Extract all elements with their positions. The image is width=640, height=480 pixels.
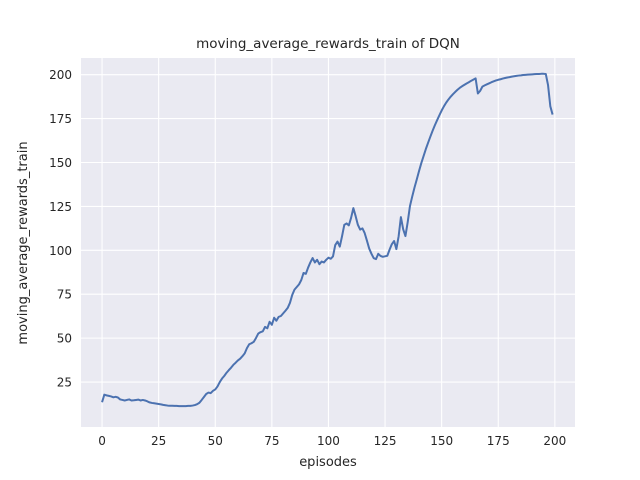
y-tick-label: 200 xyxy=(49,68,72,82)
tick-labels: 0 25 50 75 100 125 150 175 200 25 50 75 100 125 150 175… xyxy=(49,68,566,448)
x-tick-label: 0 xyxy=(98,434,106,448)
x-axis-label: episodes xyxy=(299,455,357,470)
series-line xyxy=(101,72,554,408)
x-tick-label: 25 xyxy=(151,434,166,448)
y-tick-label: 150 xyxy=(49,156,72,170)
y-tick-label: 25 xyxy=(57,376,72,390)
series-group xyxy=(101,72,554,408)
y-tick-label: 100 xyxy=(49,244,72,258)
x-tick-label: 75 xyxy=(264,434,279,448)
gridlines xyxy=(81,58,575,427)
x-tick-label: 150 xyxy=(430,434,453,448)
x-tick-label: 125 xyxy=(374,434,397,448)
x-tick-label: 50 xyxy=(208,434,223,448)
x-tick-label: 175 xyxy=(487,434,510,448)
chart-title: moving_average_rewards_train of DQN xyxy=(196,36,460,52)
y-tick-label: 175 xyxy=(49,112,72,126)
y-tick-label: 125 xyxy=(49,200,72,214)
y-tick-label: 50 xyxy=(57,332,72,346)
x-tick-label: 100 xyxy=(317,434,340,448)
y-axis-label: moving_average_rewards_train xyxy=(16,141,31,344)
x-tick-label: 200 xyxy=(543,434,566,448)
y-tick-label: 75 xyxy=(57,288,72,302)
